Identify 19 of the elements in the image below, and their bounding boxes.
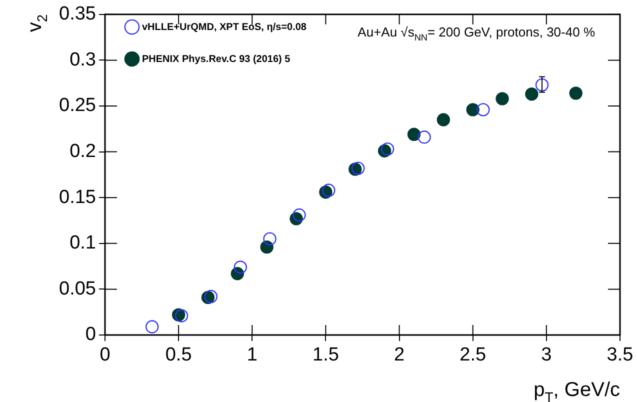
legend-label: vHLLE+UrQMD, XPT EoS, η/s=0.08	[142, 22, 307, 33]
y-tick-label: 0.2	[70, 141, 96, 162]
x-tick-label: 1.5	[312, 344, 339, 366]
y-tick-label: 0.25	[59, 95, 96, 116]
x-tick-label: 0.5	[165, 344, 192, 366]
x-tick-label: 3	[541, 344, 552, 366]
x-tick-label: 2	[394, 344, 405, 366]
y-tick-label: 0.35	[59, 4, 96, 25]
y-tick-label: 0.05	[59, 278, 96, 300]
y-tick-label: 0.3	[70, 49, 96, 70]
y-tick-label: 0	[85, 324, 96, 346]
y-tick-label: 0.1	[70, 232, 96, 254]
x-tick-label: 2.5	[460, 344, 486, 366]
x-tick-label: 0	[100, 344, 110, 366]
y-tick-label: 0.15	[59, 186, 96, 208]
y-axis-title: v2	[24, 14, 50, 32]
x-tick-label: 3.5	[606, 344, 634, 366]
x-tick-label: 1	[246, 344, 258, 366]
legend-label: PHENIX Phys.Rev.C 93 (2016) 5	[142, 54, 291, 65]
